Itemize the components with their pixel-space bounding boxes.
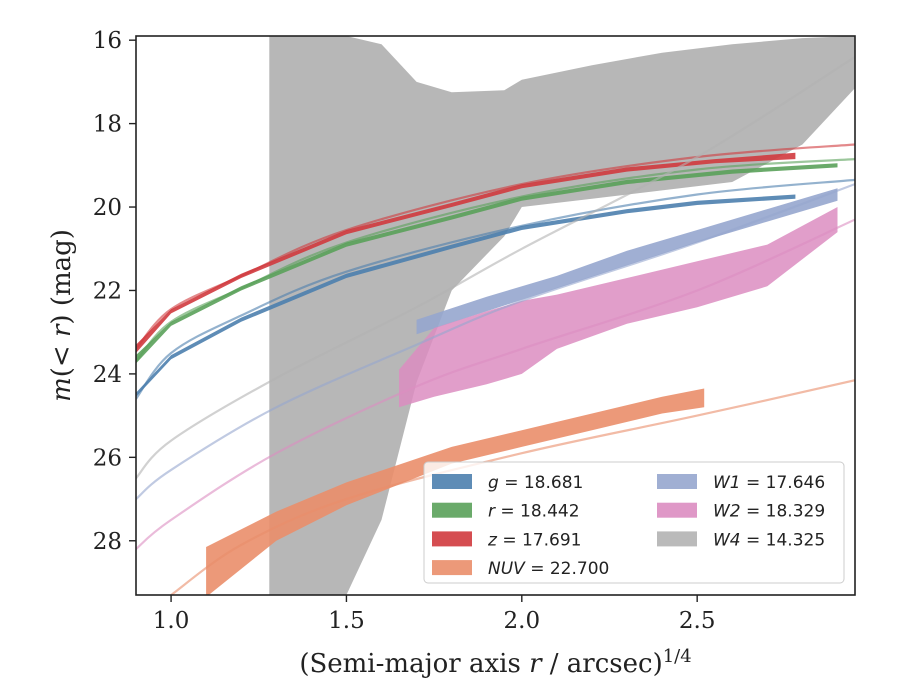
model-curve-r	[136, 158, 855, 363]
model-curve-w1	[136, 183, 855, 500]
legend-label-r: r = 18.442	[488, 502, 580, 522]
legend-swatch-z	[432, 531, 472, 547]
y-tick-label: 22	[93, 278, 122, 304]
plot-frame	[135, 35, 856, 596]
y-tick-label: 20	[93, 195, 122, 221]
legend: g = 18.681 r = 18.442 z = 17.691 NUV = 22.7…	[423, 461, 845, 584]
legend-swatch-w4	[657, 531, 697, 547]
y-tick-label: 24	[93, 362, 122, 388]
legend-label-g: g = 18.681	[488, 473, 583, 493]
x-tick-label: 1.5	[328, 608, 365, 634]
legend-label-z: z = 17.691	[487, 530, 581, 550]
x-tick-label: 1.0	[153, 608, 190, 634]
model-curve-w2	[136, 218, 855, 550]
axes: 1.0 1.5 2.0 2.5 16 18 20 22 24 26 28	[93, 28, 856, 634]
model-curve-g	[136, 178, 855, 400]
x-tick-label: 2.5	[679, 608, 716, 634]
legend-swatch-r	[432, 502, 472, 518]
legend-swatch-w2	[657, 502, 697, 518]
y-tick-label: 16	[93, 28, 122, 54]
band-nuv	[206, 388, 705, 595]
legend-label-w4: W4 = 14.325	[713, 530, 825, 550]
x-tick-label: 2.0	[504, 608, 541, 634]
y-tick-label: 18	[93, 112, 122, 138]
band-w2	[399, 207, 838, 408]
y-axis-label: m(< r) (mag)	[47, 229, 77, 402]
model-curve-w4	[136, 55, 855, 479]
legend-label-w1: W1 = 17.646	[713, 473, 825, 493]
model-curve-z	[136, 143, 855, 350]
legend-label-nuv: NUV = 22.700	[488, 559, 609, 579]
x-axis-label: (Semi-major axis r / arcsec)1/4	[299, 646, 691, 680]
y-tick-label: 28	[93, 529, 122, 555]
legend-swatch-w1	[657, 474, 697, 489]
legend-box	[423, 461, 845, 584]
legend-swatch-nuv	[432, 560, 472, 576]
plot-area	[136, 36, 855, 595]
legend-label-w2: W2 = 18.329	[713, 502, 825, 522]
band-w1	[416, 188, 838, 335]
y-tick-label: 26	[93, 445, 122, 471]
legend-swatch-g	[432, 474, 472, 489]
